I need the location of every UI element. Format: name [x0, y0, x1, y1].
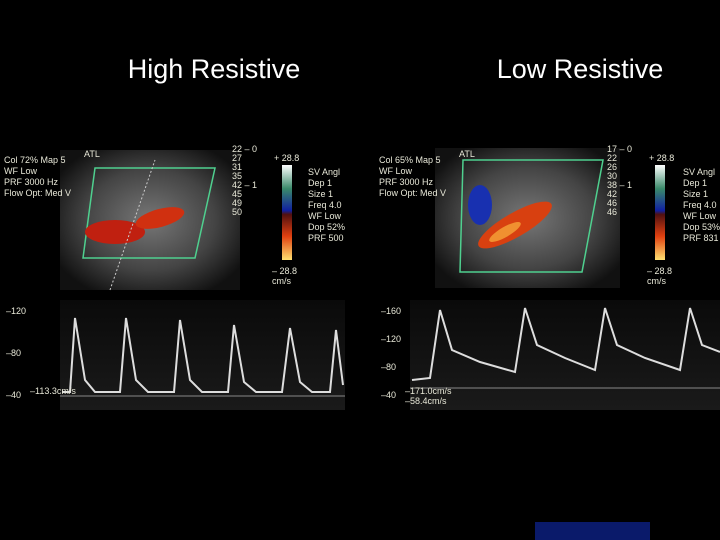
color-info: Col 65% Map 5 [379, 155, 441, 165]
color-info: Col 72% Map 5 [4, 155, 66, 165]
depth-mark: 30 [607, 171, 617, 181]
depth-mark: 45 [232, 189, 242, 199]
doppler-readout: –113.3cm/s [30, 386, 76, 396]
depth-mark: 27 [232, 153, 242, 163]
sv-info: Freq 4.0 [308, 200, 342, 210]
bar [535, 522, 650, 540]
doppler-scale: –40 [6, 390, 21, 400]
depth-mark: 42 – 1 [232, 180, 257, 190]
depth-mark: 42 [607, 189, 617, 199]
depth-mark: 17 – 0 [607, 144, 632, 154]
depth-mark: 22 – 0 [232, 144, 257, 154]
sv-info: SV Angl [683, 167, 715, 177]
depth-mark: 22 [607, 153, 617, 163]
scale-top: + 28.8 [649, 153, 674, 163]
sv-info: Dop 52% [308, 222, 345, 232]
doppler-scale: –80 [6, 348, 21, 358]
color-info: PRF 3000 Hz [379, 177, 434, 187]
probe-label: ATL [459, 149, 475, 159]
sv-info: WF Low [308, 211, 342, 221]
sv-info: Freq 4.0 [683, 200, 717, 210]
sv-info: WF Low [683, 211, 717, 221]
doppler-scale: –120 [6, 306, 26, 316]
color-info: Flow Opt: Med V [4, 188, 71, 198]
depth-mark: 46 [607, 198, 617, 208]
sv-info: SV Angl [308, 167, 340, 177]
doppler-scale: –160 [381, 306, 401, 316]
sv-info: PRF 831 [683, 233, 719, 243]
color-info: PRF 3000 Hz [4, 177, 59, 187]
depth-mark: 50 [232, 207, 242, 217]
sv-info: Size 1 [308, 189, 333, 199]
sv-info: Dop 53% [683, 222, 720, 232]
depth-mark: 26 [607, 162, 617, 172]
title: High Resistive [128, 54, 301, 84]
sv-info: Dep 1 [308, 178, 332, 188]
scale-bottom: – 28.8 [272, 266, 297, 276]
depth-mark: 31 [232, 162, 242, 172]
depth-mark: 35 [232, 171, 242, 181]
sv-info: Dep 1 [683, 178, 707, 188]
title: Low Resistive [497, 54, 664, 84]
depth-mark: 49 [232, 198, 242, 208]
doppler-scale: –120 [381, 334, 401, 344]
probe-label: ATL [84, 149, 100, 159]
depth-mark: 38 – 1 [607, 180, 632, 190]
sv-info: Size 1 [683, 189, 708, 199]
ultrasound-image [60, 150, 345, 410]
scale-top: + 28.8 [274, 153, 299, 163]
doppler-readout: –171.0cm/s [405, 386, 452, 396]
scale-unit: cm/s [272, 276, 291, 286]
doppler-scale: –80 [381, 362, 396, 372]
doppler-readout: –58.4cm/s [405, 396, 447, 406]
doppler-scale: –40 [381, 390, 396, 400]
color-info: Flow Opt: Med V [379, 188, 446, 198]
scale-unit: cm/s [647, 276, 666, 286]
color-info: WF Low [379, 166, 413, 176]
depth-mark: 46 [607, 207, 617, 217]
color-info: WF Low [4, 166, 38, 176]
ultrasound-image [410, 148, 720, 410]
scale-bottom: – 28.8 [647, 266, 672, 276]
sv-info: PRF 500 [308, 233, 344, 243]
